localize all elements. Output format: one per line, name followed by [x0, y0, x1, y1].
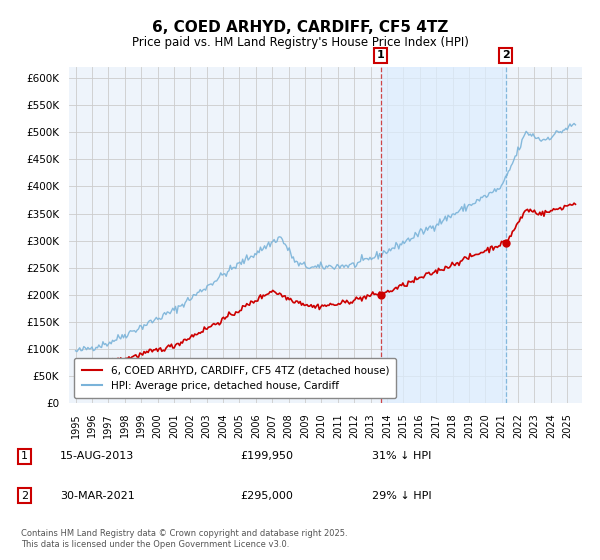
Text: 1: 1 — [377, 50, 385, 60]
Text: 6, COED ARHYD, CARDIFF, CF5 4TZ: 6, COED ARHYD, CARDIFF, CF5 4TZ — [152, 20, 448, 35]
Text: £295,000: £295,000 — [240, 491, 293, 501]
Text: £199,950: £199,950 — [240, 451, 293, 461]
Text: 30-MAR-2021: 30-MAR-2021 — [60, 491, 135, 501]
Text: 1: 1 — [21, 451, 28, 461]
Text: Contains HM Land Registry data © Crown copyright and database right 2025.
This d: Contains HM Land Registry data © Crown c… — [21, 529, 347, 549]
Bar — [381, 67, 506, 403]
Text: 2: 2 — [21, 491, 28, 501]
Legend: 6, COED ARHYD, CARDIFF, CF5 4TZ (detached house), HPI: Average price, detached h: 6, COED ARHYD, CARDIFF, CF5 4TZ (detache… — [74, 358, 397, 398]
Text: 15-AUG-2013: 15-AUG-2013 — [60, 451, 134, 461]
Text: Price paid vs. HM Land Registry's House Price Index (HPI): Price paid vs. HM Land Registry's House … — [131, 36, 469, 49]
Text: 31% ↓ HPI: 31% ↓ HPI — [372, 451, 431, 461]
Text: 2: 2 — [502, 50, 509, 60]
Text: 29% ↓ HPI: 29% ↓ HPI — [372, 491, 431, 501]
